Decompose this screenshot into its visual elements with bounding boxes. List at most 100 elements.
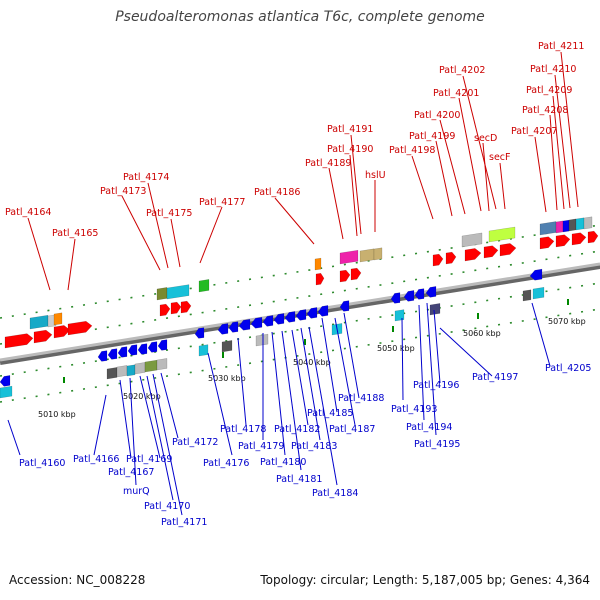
gene-block [568,218,577,232]
gene-label: Patl_4189 [305,158,351,169]
gene-label: Patl_4209 [526,85,572,96]
reverse-gene-arrow [425,286,437,298]
leader-line [147,182,169,269]
forward-gene-arrow [432,253,444,267]
forward-gene-labels: Patl_4164 Patl_4165 Patl_4173 Patl_4174 … [5,41,584,239]
leader-line [281,330,302,471]
forward-gene-arrow [555,234,571,248]
gene-label: secD [474,133,497,144]
gene-block [116,365,128,378]
leader-line [439,327,493,377]
gene-block [156,358,168,371]
leader-line [554,74,571,209]
leader-line [418,304,425,421]
gene-block [339,249,359,265]
leader-line [343,312,360,399]
gene-block [488,226,516,243]
gene-block [429,303,441,316]
accession-label: Accession: NC_008228 [9,573,146,587]
leader-line [237,337,247,426]
leader-line [170,218,181,268]
reverse-gene-arrow [414,288,425,300]
reverse-gene-arrow [529,268,543,281]
reverse-gene-arrow [295,309,307,321]
gene-block [461,232,483,248]
leader-line [274,197,315,245]
genome-stats-label: Topology: circular; Length: 5,187,005 bp… [260,573,590,587]
kbp-label: 5020 kbp [123,392,161,401]
leader-line [349,154,358,237]
leader-line [439,119,466,215]
gene-label: Patl_4175 [146,208,192,219]
gene-label: Patl_4170 [144,501,190,512]
inner-forward-guide [0,250,600,345]
reverse-gene-arrow [306,307,318,319]
gene-label: Patl_4200 [414,110,460,121]
gene-label: Patl_4178 [220,424,266,435]
reverse-gene-arrow [284,311,296,323]
reverse-gene-arrow [97,350,108,362]
forward-leader-lines [27,51,579,291]
leader-line [426,302,437,436]
forward-gene-arrow [499,243,517,257]
gene-label: Patl_4193 [391,404,437,415]
gene-label: Patl_4164 [5,207,51,218]
kbp-label: 5010 kbp [38,410,76,419]
leader-line [328,167,344,240]
leader-line [146,375,174,501]
gene-block [106,367,118,380]
reverse-gene-arrow [238,319,251,331]
forward-gene-arrow [315,273,325,286]
gene-block [522,289,532,302]
gene-label: Patl_4199 [409,131,455,142]
inner-reverse-guide [0,282,600,377]
leader-line [549,114,558,211]
reverse-gene-labels: Patl_4160 Patl_4166 Patl_4167 murQ Patl_… [19,363,591,528]
leader-line [27,217,51,291]
leader-line [119,379,132,459]
leader-line [300,327,321,441]
kbp-label: 5030 kbp [208,374,246,383]
gene-block [144,359,158,373]
leader-line [334,317,356,426]
leader-line [291,329,309,426]
reverse-gene-arrow [250,317,263,329]
reverse-gene-arrow [0,375,11,387]
gene-label: Patl_4183 [291,441,337,452]
reverse-gene-arrow [107,348,118,360]
leader-line [207,352,233,456]
leader-line [121,195,161,271]
gene-block [156,287,168,301]
guide-tracks [0,224,600,403]
gene-label: Patl_4191 [327,124,373,135]
forward-gene-arrow [571,232,587,246]
gene-block [0,385,13,399]
gene-label: Patl_4165 [52,228,98,239]
leader-line [321,317,338,413]
leader-line [435,140,453,217]
gene-label: Patl_4186 [254,187,300,198]
reverse-gene-arrow [228,321,239,333]
gene-block [555,220,564,234]
gene-block [532,287,545,300]
leader-line [93,394,107,456]
gene-block [562,219,570,233]
gene-label: Patl_4177 [199,197,245,208]
leader-line [531,302,551,367]
gene-label: Patl_4169 [126,454,172,465]
gene-block [134,362,146,375]
forward-gene-arrow [483,245,499,259]
outer-forward-guide [0,224,600,319]
gene-label: Patl_4179 [238,441,284,452]
leader-line [482,142,490,212]
leader-line [160,372,179,439]
forward-gene-arrow [33,329,53,344]
reverse-gene-arrow [390,292,401,304]
leader-line [401,317,404,401]
forward-gene-arrow [170,301,182,315]
gene-label: Patl_4202 [439,65,485,76]
gene-block [53,312,63,326]
reverse-gene-arrow [137,343,148,355]
gene-label: Patl_4210 [530,64,576,75]
gene-block [29,314,49,330]
